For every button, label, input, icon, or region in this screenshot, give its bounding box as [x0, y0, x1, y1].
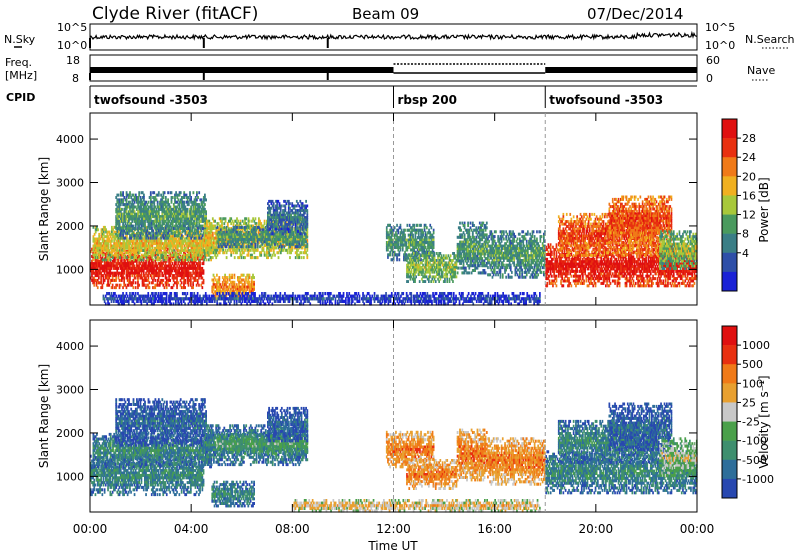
- frequency-band-1: [90, 67, 394, 73]
- power-cluster-15: [103, 292, 541, 306]
- power-colorbar-label: Power [dB]: [757, 177, 771, 242]
- velocity-cluster-2: [115, 398, 207, 446]
- frequency-trace: [90, 64, 697, 80]
- cpid-panel: CPID twofsound -3503 rbsp 200 twofsound -3…: [6, 86, 697, 108]
- cpid-segment-label-0: twofsound -3503: [94, 93, 208, 107]
- power-colorbar-label-4: 12: [742, 209, 756, 222]
- freq-left-tick-bottom: 8: [72, 72, 79, 85]
- velocity-cluster-15: [292, 499, 540, 513]
- velocity-colorbar-label-1: 500: [742, 358, 763, 371]
- velocity-panel: 1000 2000 3000 4000 Slant Range [km] 1000 50…: [37, 320, 774, 513]
- cpid-segments: twofsound -3503 rbsp 200 twofsound -3503: [90, 86, 663, 108]
- cpid-segment-label-1: rbsp 200: [398, 93, 457, 107]
- velocity-colorbar-swatch-7: [722, 460, 737, 479]
- noise-sky-label: N.Sky: [4, 33, 36, 46]
- x-tick-label-3: 12:00: [376, 522, 411, 536]
- velocity-ylabel: Slant Range [km]: [37, 364, 51, 468]
- noise-left-tick-top: 10^5: [57, 21, 87, 34]
- noise-sky-line: [90, 33, 697, 39]
- power-colorbar-label-2: 20: [742, 170, 756, 183]
- velocity-colorbar-swatch-8: [722, 479, 737, 498]
- x-tick-label-4: 16:00: [477, 522, 512, 536]
- nave-label: Nave: [747, 64, 775, 77]
- power-colorbar-swatch-0: [722, 119, 737, 138]
- noise-trace: [90, 33, 697, 48]
- power-ytick-label-2: 3000: [56, 177, 84, 190]
- noise-panel: N.Sky 10^5 10^0 10^5 10^0 N.Search: [4, 21, 795, 52]
- x-tick-label-2: 08:00: [275, 522, 310, 536]
- x-tick-label-5: 20:00: [579, 522, 614, 536]
- velocity-colorbar-label-3: 25: [742, 396, 756, 409]
- velocity-colorbar-swatch-4: [722, 402, 737, 421]
- noise-search-label: N.Search: [745, 33, 795, 46]
- power-colorbar-swatch-2: [722, 157, 737, 176]
- velocity-colorbar-label: Velocity [m s⁻¹]: [757, 375, 771, 468]
- velocity-cluster-10: [487, 437, 546, 485]
- beam-title: Beam 09: [352, 5, 419, 23]
- power-colorbar-label-5: 8: [742, 228, 749, 241]
- power-colorbar-swatch-7: [722, 253, 737, 272]
- x-tick-label-0: 00:00: [73, 522, 108, 536]
- frequency-panel: Freq. [MHz] 18 8 60 0 Nave: [5, 54, 775, 85]
- velocity-colorbar-label-0: 1000: [742, 339, 770, 352]
- power-colorbar-label-3: 16: [742, 189, 756, 202]
- power-colorbar-label-6: 4: [742, 247, 749, 260]
- radar-summary-plot: Clyde River (fitACF) Beam 09 07/Dec/2014…: [0, 0, 800, 554]
- power-cluster-10: [487, 230, 546, 278]
- power-colorbar-swatch-4: [722, 195, 737, 214]
- power-panel: 1000 2000 3000 4000 Slant Range [km] 28 24 20…: [37, 113, 771, 306]
- power-colorbar-label-1: 24: [742, 151, 756, 164]
- nave-right-tick-top: 60: [706, 54, 720, 67]
- power-ytick-label-1: 2000: [56, 220, 84, 233]
- station-title: Clyde River (fitACF): [92, 4, 258, 24]
- power-colorbar-label-0: 28: [742, 132, 756, 145]
- nave-right-tick-bottom: 0: [706, 72, 713, 85]
- velocity-ytick-label-0: 1000: [56, 470, 84, 483]
- power-cluster-9: [457, 222, 488, 275]
- velocity-colorbar-label-7: -1000: [742, 473, 774, 486]
- noise-right-tick-top: 10^5: [705, 21, 735, 34]
- velocity-cluster-9: [457, 429, 488, 482]
- freq-label-line1: Freq.: [5, 56, 32, 69]
- power-colorbar-swatch-3: [722, 176, 737, 195]
- cpid-label: CPID: [6, 91, 35, 104]
- power-colorbar: 28 24 20 16 12 8 4: [722, 119, 756, 291]
- velocity-colorbar-swatch-6: [722, 441, 737, 460]
- power-colorbar-swatch-6: [722, 234, 737, 253]
- cpid-segment-label-2: twofsound -3503: [549, 93, 663, 107]
- freq-label-line2: [MHz]: [5, 69, 37, 82]
- power-ytick-label-0: 1000: [56, 263, 84, 276]
- x-tick-label-6: 00:00: [680, 522, 715, 536]
- velocity-colorbar-swatch-2: [722, 364, 737, 383]
- power-ytick-label-3: 4000: [56, 133, 84, 146]
- frequency-band-3: [545, 67, 697, 73]
- x-tick-label-1: 04:00: [174, 522, 209, 536]
- date-title: 07/Dec/2014: [587, 5, 683, 23]
- power-colorbar-swatch-1: [722, 138, 737, 157]
- power-colorbar-swatch-8: [722, 272, 737, 291]
- power-colorbar-swatch-5: [722, 215, 737, 234]
- velocity-ytick-label-2: 3000: [56, 384, 84, 397]
- velocity-colorbar-swatch-5: [722, 422, 737, 441]
- power-cluster-14: [659, 230, 698, 270]
- freq-left-tick-top: 18: [66, 54, 80, 67]
- x-axis-ticks: 00:00 04:00 08:00 12:00 16:00 20:00 00:00: [73, 522, 715, 536]
- velocity-colorbar-swatch-3: [722, 383, 737, 402]
- velocity-colorbar-swatch-0: [722, 326, 737, 345]
- noise-left-tick-bottom: 10^0: [57, 39, 87, 52]
- power-cluster-2: [115, 191, 207, 239]
- power-ylabel: Slant Range [km]: [37, 157, 51, 261]
- velocity-cluster-6: [211, 481, 255, 508]
- velocity-ytick-label-3: 4000: [56, 340, 84, 353]
- noise-right-tick-bottom: 10^0: [705, 39, 735, 52]
- x-axis-label: Time UT: [367, 539, 418, 553]
- velocity-colorbar-swatch-1: [722, 345, 737, 364]
- velocity-ytick-label-1: 2000: [56, 427, 84, 440]
